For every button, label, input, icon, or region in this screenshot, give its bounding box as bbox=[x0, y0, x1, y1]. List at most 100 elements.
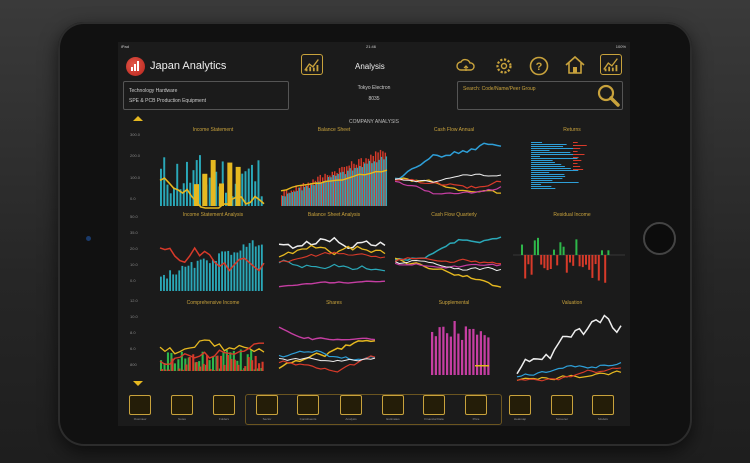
factory-icon bbox=[256, 395, 278, 415]
toolbar-item-label: Constituents bbox=[299, 417, 317, 421]
toolbar-item-price[interactable]: Price bbox=[464, 395, 488, 425]
y-label-row2: 10.0 bbox=[130, 262, 138, 267]
chart-panel[interactable]: Balance Sheet bbox=[275, 127, 393, 213]
chart-panel-title: Cash Flow Annual bbox=[433, 127, 475, 133]
toolbar-item-label: Notes bbox=[178, 417, 186, 421]
chart-panel[interactable]: Cash Flow Quarterly bbox=[395, 212, 513, 298]
chart-icon[interactable] bbox=[600, 54, 622, 75]
home-icon[interactable] bbox=[564, 54, 586, 76]
y-label-row1: 0.0 bbox=[130, 196, 136, 201]
toolbar-item-notes[interactable]: Notes bbox=[170, 395, 194, 425]
toolbar-item-estimates[interactable]: Estimates bbox=[381, 395, 405, 425]
y-label-row3: 8.0 bbox=[130, 330, 136, 335]
company-info: Tokyo Electron 8035 bbox=[336, 83, 412, 105]
company-code: 8035 bbox=[368, 96, 380, 102]
folder-icon bbox=[213, 395, 235, 415]
toolbar-item-heatmap[interactable]: Heatmap bbox=[508, 395, 532, 425]
help-icon[interactable]: ? bbox=[529, 56, 549, 76]
scroll-up-arrow-icon[interactable] bbox=[133, 116, 143, 121]
list-icon bbox=[297, 395, 319, 415]
search-input[interactable]: Search: Code/Name/Peer Group bbox=[457, 81, 623, 110]
models-icon bbox=[592, 395, 614, 415]
app-title: Japan Analytics bbox=[150, 60, 227, 72]
search-icon[interactable] bbox=[596, 83, 621, 108]
chart-panel-plot bbox=[280, 149, 388, 206]
search-placeholder: Search: Code/Name/Peer Group bbox=[463, 86, 536, 92]
app-header: Japan Analytics Analysis ? bbox=[118, 50, 630, 84]
y-label-row3: 12.0 bbox=[130, 298, 138, 303]
toolbar-item-financial-data[interactable]: Financial Data bbox=[422, 395, 446, 425]
chart-panel-plot bbox=[159, 240, 265, 291]
chart-panel-plot bbox=[395, 236, 502, 288]
chart-panel[interactable]: Valuation bbox=[513, 300, 630, 386]
y-label-row1: 300.0 bbox=[130, 132, 141, 137]
toolbar-item-label: Financial Data bbox=[424, 417, 444, 421]
toolbar-item-label: Screener bbox=[555, 417, 569, 421]
toolbar-item-overview[interactable]: Overview bbox=[128, 395, 152, 425]
heatmap-icon bbox=[509, 395, 531, 415]
toolbar-item-screener[interactable]: Screener bbox=[550, 395, 574, 425]
toolbar-item-constituents[interactable]: Constituents bbox=[296, 395, 320, 425]
toolbar-item-label: Folders bbox=[218, 417, 229, 421]
chart-panel-plot bbox=[513, 237, 625, 283]
chart-panel[interactable]: Supplemental bbox=[395, 300, 513, 386]
gear-icon[interactable] bbox=[494, 56, 514, 76]
sector-info-box: Technology Hardware SPE & PCB Production… bbox=[123, 81, 289, 110]
toolbar-item-models[interactable]: Models bbox=[591, 395, 615, 425]
chart-panel-title: Shares bbox=[326, 300, 342, 306]
chart-panel-title: Returns bbox=[563, 127, 581, 133]
home-button[interactable] bbox=[643, 222, 676, 255]
y-label-row2: 0.0 bbox=[130, 278, 136, 283]
battery-label: 100% bbox=[615, 44, 626, 49]
toolbar-item-label: Overview bbox=[133, 417, 147, 421]
chart-panel[interactable]: Shares bbox=[275, 300, 393, 386]
toolbar-item-label: Sector bbox=[262, 417, 272, 421]
toolbar-item-sector[interactable]: Sector bbox=[255, 395, 279, 425]
chart-panel-title: Residual Income bbox=[553, 212, 591, 218]
status-bar: iPad 21:46 100% bbox=[118, 42, 630, 50]
clock: 21:46 bbox=[366, 44, 377, 49]
notepad-icon bbox=[382, 395, 404, 415]
chart-panel-plot bbox=[278, 326, 376, 373]
document-icon bbox=[129, 395, 151, 415]
chart-panel[interactable]: Balance Sheet Analysis bbox=[275, 212, 393, 298]
scroll-down-arrow-icon[interactable] bbox=[133, 381, 143, 386]
chart-icon[interactable] bbox=[301, 54, 323, 75]
chart-panel-title: Balance Sheet bbox=[317, 127, 351, 133]
chart-panel-title: Supplemental bbox=[438, 300, 470, 306]
chart-panel-plot bbox=[531, 142, 587, 189]
svg-text:?: ? bbox=[536, 61, 543, 73]
chart-panel-plot bbox=[431, 320, 490, 375]
y-label-row1: 100.0 bbox=[130, 174, 141, 180]
cloud-sync-icon[interactable] bbox=[456, 56, 476, 76]
notes-icon bbox=[171, 395, 193, 415]
carrier-label: iPad bbox=[121, 44, 130, 49]
y-label-row3: 6.0 bbox=[130, 346, 136, 351]
chart-panel[interactable]: Returns bbox=[513, 127, 630, 213]
chart-panel-title: Cash Flow Quarterly bbox=[431, 212, 477, 218]
chart-panel-title: Valuation bbox=[561, 300, 583, 306]
bottom-toolbar: Overview Notes Folders Sector Constituents An… bbox=[118, 393, 630, 426]
toolbar-item-label: Analysis bbox=[345, 417, 357, 421]
chart-panel-title: Balance Sheet Analysis bbox=[307, 212, 361, 218]
chart-panel[interactable]: Residual Income bbox=[513, 212, 630, 298]
chart-panel[interactable]: Cash Flow Annual bbox=[395, 127, 513, 213]
chart-panel[interactable]: Comprehensive Income bbox=[154, 300, 272, 386]
y-label-row2: 50.0 bbox=[130, 214, 138, 219]
toolbar-item-analysis[interactable]: Analysis bbox=[339, 395, 363, 425]
toolbar-item-folders[interactable]: Folders bbox=[212, 395, 236, 425]
y-label-row2: 35.0 bbox=[130, 230, 138, 235]
section-title: COMPANY ANALYSIS bbox=[348, 119, 400, 125]
chart-panel[interactable]: Income Statement Analysis bbox=[154, 212, 272, 298]
industry-label: SPE & PCB Production Equipment bbox=[129, 98, 206, 104]
chart-panel-title: Income Statement Analysis bbox=[182, 212, 244, 218]
chart-panel-plot bbox=[516, 314, 622, 382]
tablet-camera bbox=[86, 236, 91, 241]
y-label-row3: 800 bbox=[130, 362, 137, 367]
chart-panel-plot bbox=[278, 236, 386, 288]
logo-icon bbox=[126, 57, 145, 76]
sector-label: Technology Hardware bbox=[129, 88, 178, 94]
chart-panel[interactable]: Income Statement bbox=[154, 127, 272, 213]
toolbar-item-label: Heatmap bbox=[513, 417, 527, 421]
company-name: Tokyo Electron bbox=[357, 85, 391, 91]
